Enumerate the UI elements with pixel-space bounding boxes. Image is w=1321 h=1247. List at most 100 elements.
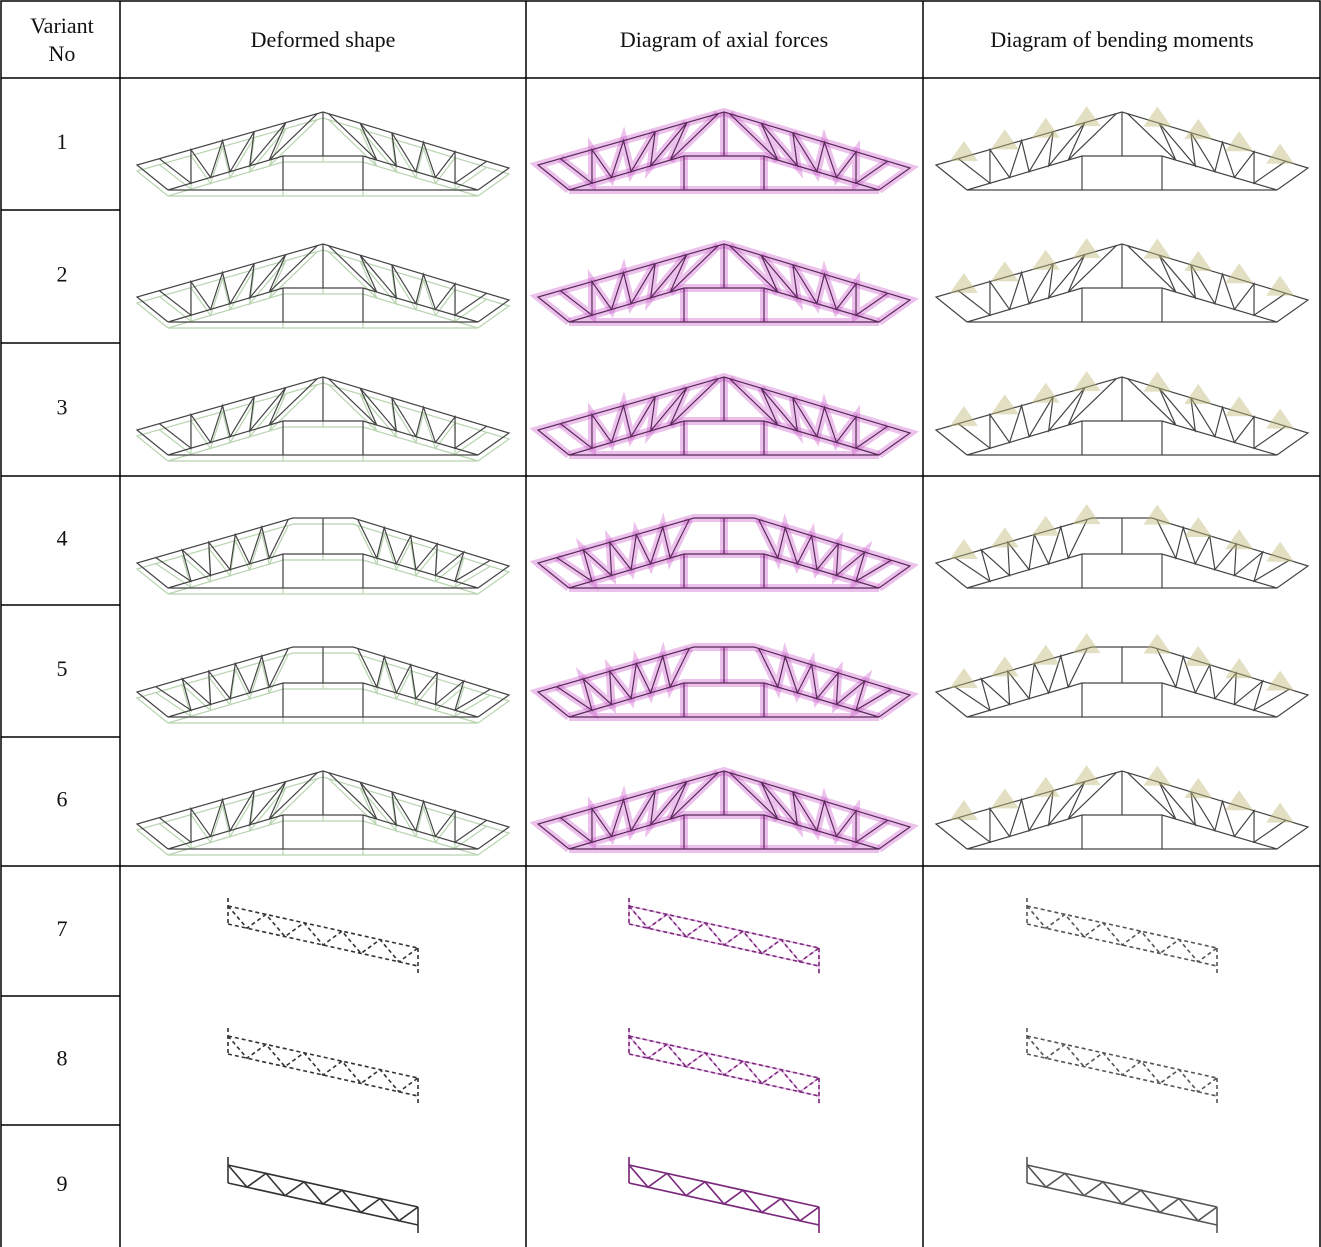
- header-bending: Diagram of bending moments: [990, 27, 1253, 52]
- moment-lobe: [1225, 529, 1253, 549]
- moment-lobe: [1073, 371, 1101, 391]
- moment-lobe: [950, 273, 978, 293]
- moment-lobe: [1184, 251, 1212, 271]
- moment-lobe: [1266, 542, 1294, 562]
- truss-figure: [1027, 1157, 1217, 1233]
- moment-lobe: [1225, 658, 1253, 678]
- web: [629, 906, 819, 962]
- moment-lobe: [1266, 803, 1294, 823]
- moment-lobe: [1266, 276, 1294, 296]
- web: [329, 379, 487, 449]
- moment-lobe: [950, 406, 978, 426]
- moment-lobe: [1073, 106, 1101, 126]
- moment-lobe: [1143, 239, 1171, 259]
- moment-lobe: [950, 539, 978, 559]
- truss-figure: [936, 106, 1308, 190]
- lower-chord: [967, 815, 1277, 849]
- moment-lobe: [991, 788, 1019, 808]
- moment-lobe: [1073, 238, 1101, 258]
- moment-lobe: [1032, 118, 1060, 138]
- truss-figure: [228, 1028, 418, 1104]
- moment-lobe: [950, 141, 978, 161]
- web: [228, 906, 418, 962]
- lower-chord: [168, 689, 478, 723]
- variant-number: 5: [57, 656, 68, 681]
- truss-figure: [936, 504, 1308, 588]
- web: [629, 1036, 819, 1092]
- moment-lobe: [1266, 144, 1294, 164]
- header-variant: Variant: [30, 13, 94, 38]
- web: [159, 385, 317, 455]
- moment-lobe: [1032, 250, 1060, 270]
- truss-figure: [137, 771, 509, 855]
- moment-lobe: [1225, 131, 1253, 151]
- moment-lobe: [1032, 645, 1060, 665]
- lower-chord: [967, 288, 1277, 322]
- web: [159, 114, 317, 184]
- moment-lobe: [1184, 646, 1212, 666]
- page: {"header": {"variant_label": ["Variant",…: [0, 0, 1321, 1247]
- moment-lobe: [1032, 516, 1060, 536]
- web: [1027, 906, 1217, 962]
- truss-figure: [629, 1157, 819, 1233]
- web: [329, 773, 487, 843]
- variant-number: 9: [57, 1171, 68, 1196]
- truss-figure: [936, 238, 1308, 322]
- web: [629, 1165, 819, 1221]
- moment-lobe: [1266, 409, 1294, 429]
- moment-lobe: [1073, 504, 1101, 524]
- lower-chord: [168, 560, 478, 594]
- truss-figure: [538, 377, 910, 455]
- moment-lobe: [991, 129, 1019, 149]
- moment-lobe: [1073, 765, 1101, 785]
- moment-lobe: [1266, 671, 1294, 691]
- web: [159, 773, 317, 843]
- results-table: Variant No Deformed shape Diagram of axi…: [0, 0, 1321, 1247]
- chords: [1027, 1165, 1217, 1207]
- chords: [1027, 906, 1217, 948]
- web: [159, 246, 317, 316]
- truss-figure: [936, 371, 1308, 455]
- chords: [228, 1036, 418, 1078]
- web: [1027, 1165, 1217, 1221]
- web: [159, 379, 317, 449]
- chords: [629, 1165, 819, 1207]
- moment-lobe: [991, 261, 1019, 281]
- moment-lobe: [1032, 777, 1060, 797]
- moment-lobe: [1143, 505, 1171, 525]
- truss-figure: [1027, 1028, 1217, 1104]
- header-axial: Diagram of axial forces: [620, 27, 828, 52]
- truss-figure: [538, 771, 910, 849]
- web: [159, 252, 317, 322]
- truss-figure: [936, 633, 1308, 717]
- moment-lobe: [1184, 384, 1212, 404]
- truss-figure: [538, 518, 910, 588]
- lower-chord: [967, 554, 1277, 588]
- web: [629, 1036, 819, 1092]
- web: [629, 906, 819, 962]
- truss-figure: [228, 898, 418, 974]
- web: [1027, 1036, 1217, 1092]
- lower-chord: [967, 683, 1277, 717]
- moment-lobe: [1143, 107, 1171, 127]
- variant-number: 4: [57, 526, 68, 551]
- lower-chord: [967, 156, 1277, 190]
- truss-figure: [137, 518, 509, 594]
- moment-lobe: [1143, 766, 1171, 786]
- truss-figure: [137, 377, 509, 461]
- truss-figure: [629, 898, 819, 974]
- variant-number: 8: [57, 1046, 68, 1071]
- web: [228, 1165, 418, 1221]
- lower-chord: [967, 421, 1277, 455]
- moment-lobe: [1225, 396, 1253, 416]
- header-deformed: Deformed shape: [251, 27, 396, 52]
- moment-lobe: [1143, 634, 1171, 654]
- truss-figure: [936, 765, 1308, 849]
- web: [228, 1036, 418, 1092]
- moment-lobe: [1225, 263, 1253, 283]
- web: [629, 1165, 819, 1221]
- moment-lobe: [950, 668, 978, 688]
- moment-lobe: [991, 527, 1019, 547]
- truss-figure: [538, 647, 910, 717]
- moment-lobe: [991, 394, 1019, 414]
